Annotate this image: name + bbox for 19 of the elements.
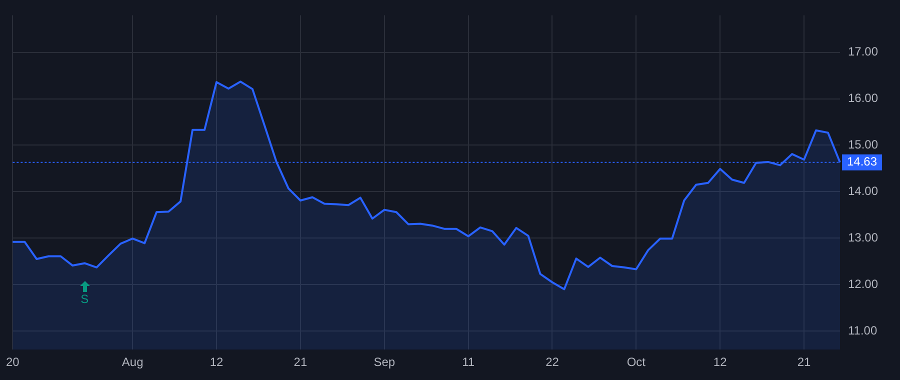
x-tick-label: Sep — [374, 355, 396, 370]
x-tick-label: 21 — [294, 355, 308, 370]
x-tick-label: 22 — [546, 355, 560, 370]
y-tick-label: 12.00 — [848, 276, 878, 291]
y-tick-label: 16.00 — [848, 91, 878, 106]
y-tick-label: 17.00 — [848, 44, 878, 59]
x-tick-label: Aug — [122, 355, 144, 370]
x-tick-label: Oct — [626, 355, 646, 370]
y-tick-label: 11.00 — [848, 323, 878, 338]
x-tick-label: 20 — [6, 355, 20, 370]
x-tick-label: 12 — [713, 355, 728, 370]
y-tick-label: 14.00 — [848, 184, 878, 198]
x-tick-label: 11 — [462, 355, 475, 370]
ref-line-label: 14.63 — [847, 154, 878, 169]
annotation: S — [80, 292, 89, 306]
y-tick-label: 15.00 — [848, 138, 878, 152]
x-tick-label: 12 — [210, 355, 224, 370]
x-tick-label: 21 — [797, 355, 812, 370]
y-tick-label: 13.00 — [848, 230, 878, 244]
